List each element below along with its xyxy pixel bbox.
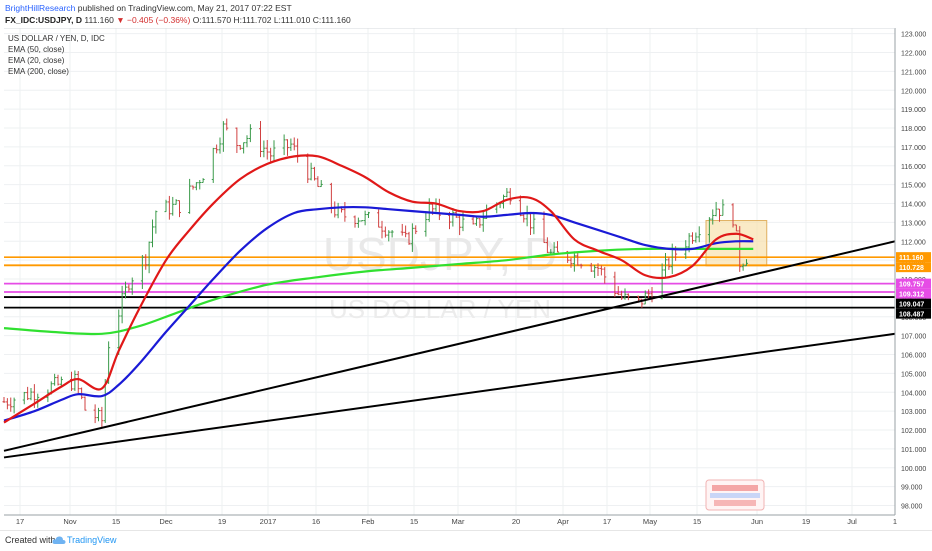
research-logo xyxy=(705,479,765,511)
x-tick-label: 15 xyxy=(112,517,120,526)
y-tick-label: 116.000 xyxy=(901,164,926,171)
x-tick-label: 2017 xyxy=(260,517,277,526)
y-tick-label: 104.000 xyxy=(901,390,926,397)
tradingview-link[interactable]: TradingView xyxy=(67,535,117,545)
footer-bar: Created with TradingView xyxy=(0,530,932,551)
y-tick-label: 114.000 xyxy=(901,202,926,209)
x-tick-label: May xyxy=(643,517,657,526)
x-tick-label: 15 xyxy=(410,517,418,526)
legend-ema50: EMA (50, close) xyxy=(8,45,65,54)
y-tick-label: 118.000 xyxy=(901,126,926,133)
x-tick-label: 17 xyxy=(16,517,24,526)
x-tick-label: 19 xyxy=(802,517,810,526)
y-tick-label: 120.000 xyxy=(901,88,926,95)
price-bars xyxy=(2,118,748,428)
x-tick-label: 16 xyxy=(312,517,320,526)
y-tick-label: 105.000 xyxy=(901,371,926,378)
price-label-bg xyxy=(896,278,931,289)
x-tick-label: Jun xyxy=(751,517,763,526)
price-label-bg xyxy=(896,308,931,319)
trendlines[interactable] xyxy=(3,240,896,459)
price-label-bg xyxy=(896,288,931,299)
price-label: 109.312 xyxy=(899,292,924,299)
watermark: USDJPY, D US DOLLAR / YEN xyxy=(323,228,557,324)
price-label-bg xyxy=(896,262,931,273)
price-label-bg xyxy=(896,252,931,263)
header-bar: BrightHillResearch published on TradingV… xyxy=(0,0,932,28)
published-text: published on TradingView.com, May 21, 20… xyxy=(77,3,292,13)
y-tick-label: 99.000 xyxy=(901,485,923,492)
y-tick-label: 121.000 xyxy=(901,69,926,76)
y-tick-label: 113.000 xyxy=(901,220,926,227)
y-tick-label: 115.000 xyxy=(901,183,926,190)
x-tick-label: Mar xyxy=(452,517,465,526)
x-tick-label: Jul xyxy=(847,517,857,526)
y-tick-label: 112.000 xyxy=(901,239,926,246)
price-change: ▼ −0.405 (−0.36%) xyxy=(116,15,191,25)
price-label: 111.160 xyxy=(899,255,924,262)
x-tick-label: Nov xyxy=(63,517,77,526)
x-tick-label: 15 xyxy=(693,517,701,526)
x-tick-label: Apr xyxy=(557,517,569,526)
y-tick-label: 102.000 xyxy=(901,428,926,435)
y-tick-label: 119.000 xyxy=(901,107,926,114)
ema20-line xyxy=(3,154,754,424)
ohlc-values: O:111.570 H:111.702 L:111.010 C:111.160 xyxy=(192,15,351,25)
created-with-text: Created with xyxy=(5,535,56,545)
watermark-name: US DOLLAR / YEN xyxy=(329,294,551,324)
price-labels: 111.160 110.728 109.757 109.312 109.047 108.4… xyxy=(896,252,931,319)
last-price: 111.160 xyxy=(84,15,114,25)
legend-ema20: EMA (20, close) xyxy=(8,56,65,65)
x-tick-label: 17 xyxy=(603,517,611,526)
y-tick-label: 101.000 xyxy=(901,447,926,454)
price-label: 109.757 xyxy=(899,282,924,289)
symbol-line: FX_IDC:USDJPY, D 111.160 ▼ −0.405 (−0.36… xyxy=(5,15,351,25)
author-link[interactable]: BrightHillResearch xyxy=(5,3,76,13)
y-tick-label: 103.000 xyxy=(901,409,926,416)
ema50-line xyxy=(3,205,754,422)
ema-lines xyxy=(3,154,754,424)
x-tick-label: 19 xyxy=(218,517,226,526)
y-tick-label: 107.000 xyxy=(901,334,926,341)
x-tick-label: 20 xyxy=(512,517,520,526)
legend-ema200: EMA (200, close) xyxy=(8,67,69,76)
cloud-icon xyxy=(52,536,66,544)
y-tick-label: 122.000 xyxy=(901,51,926,58)
trendline xyxy=(3,332,896,459)
x-tick-label: Dec xyxy=(159,517,173,526)
symbol-name: FX_IDC:USDJPY, D xyxy=(5,15,82,25)
legend: US DOLLAR / YEN, D, IDC EMA (50, close) … xyxy=(8,34,105,76)
y-tick-label: 123.000 xyxy=(901,32,926,39)
y-tick-label: 117.000 xyxy=(901,145,926,152)
legend-title: US DOLLAR / YEN, D, IDC xyxy=(8,34,105,43)
x-tick-label: 1 xyxy=(893,517,897,526)
published-line: BrightHillResearch published on TradingV… xyxy=(5,3,292,13)
y-tick-label: 100.000 xyxy=(901,466,926,473)
price-label: 109.047 xyxy=(899,302,924,309)
price-label-bg xyxy=(896,298,931,309)
price-label: 110.728 xyxy=(899,265,924,272)
y-tick-label: 106.000 xyxy=(901,353,926,360)
y-tick-label: 98.000 xyxy=(901,504,923,511)
price-label: 108.487 xyxy=(899,312,924,319)
x-tick-label: Feb xyxy=(362,517,375,526)
trendline xyxy=(3,240,896,452)
